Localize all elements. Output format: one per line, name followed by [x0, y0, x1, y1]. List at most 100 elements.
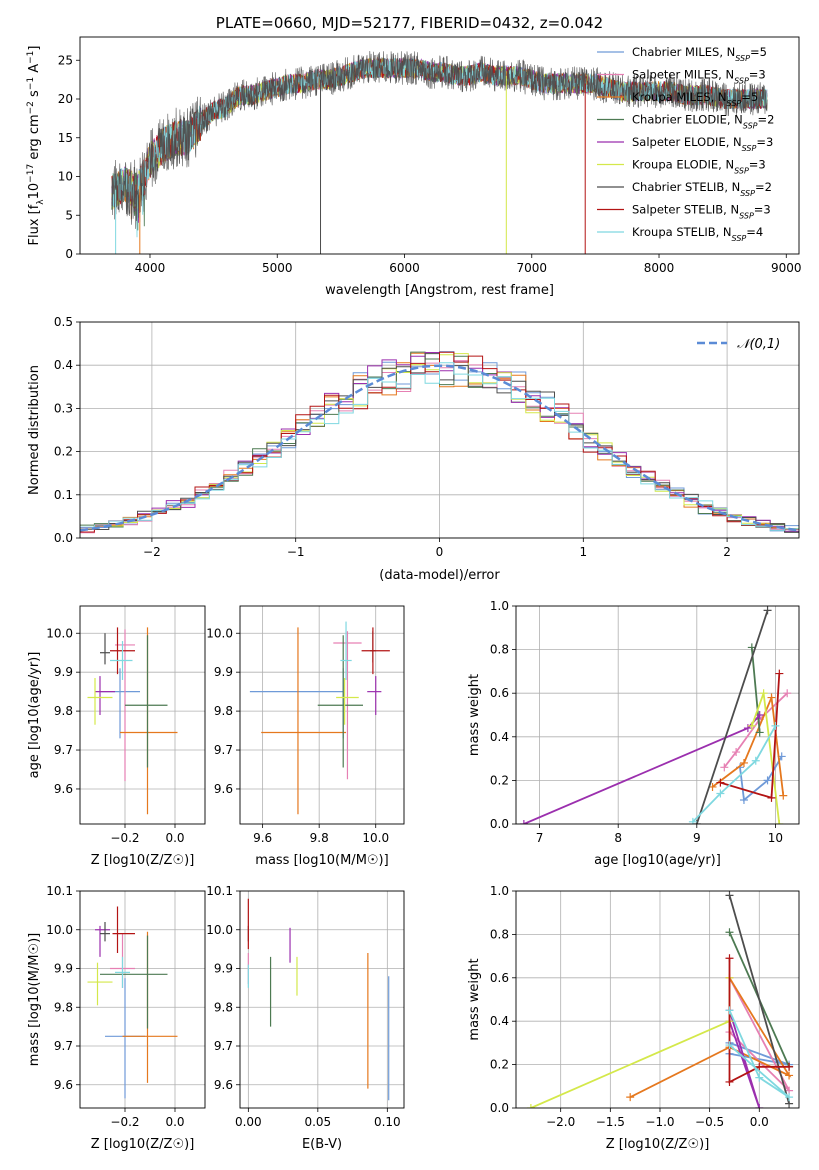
y-tick-label: 0.8: [490, 643, 509, 657]
data-point: [95, 676, 115, 715]
series-marker: [755, 1062, 764, 1071]
y-tick-label: 0.0: [54, 531, 73, 545]
series-marker: [725, 928, 734, 937]
data-point: [95, 925, 110, 957]
series-marker: [751, 756, 760, 765]
plot-area-spectrum: [111, 50, 768, 254]
series-marker: [739, 796, 748, 805]
x-tick-label: 10: [768, 831, 783, 845]
x-tick-label: −2: [143, 545, 161, 559]
y-tick-label: 9.9: [214, 962, 233, 976]
series-path: [728, 1010, 761, 1108]
chart-age_vs_Z: −0.2 0.0 9.6 9.7 9.8 9.9 10.0 Z [log10(Z/Z☉)] ag…: [27, 605, 206, 868]
series-marker: [519, 820, 528, 824]
series-marker: [767, 693, 776, 702]
series-marker: [759, 689, 768, 698]
plot-area-mass_vs_EBV: [240, 891, 404, 1108]
data-point: [115, 956, 130, 988]
x-tick-label: −1.5: [596, 1115, 625, 1129]
y-tick-label: 0.4: [490, 1014, 509, 1028]
series-path: [629, 977, 792, 1099]
x-axis-label: Z [log10(Z/Z☉)]: [91, 853, 195, 868]
gaussian-curve: [80, 364, 799, 532]
x-tick-label: −2.0: [546, 1115, 575, 1129]
y-axis-label: mass weight: [467, 958, 482, 1040]
data-point: [105, 978, 145, 1099]
x-tick-label: 6000: [389, 261, 420, 275]
x-tick-label: −1.0: [645, 1115, 674, 1129]
x-tick-label: 8000: [644, 261, 675, 275]
y-tick-label: 0.0: [490, 1101, 509, 1115]
data-point: [100, 935, 168, 1029]
chart-massweight_vs_Z: −2.0 −1.5 −1.0 −0.5 0.0 0.0 0.2 0.4 0.6 0.8 1.0 Z […: [467, 884, 800, 1152]
series-line: [725, 1006, 794, 1102]
legend-entry: Salpeter STELIB, NSSP=3: [632, 203, 771, 221]
x-axis-label: mass [log10(M/M☉)]: [255, 853, 388, 868]
legend-entry: Chabrier MILES, NSSP=5: [632, 45, 767, 63]
series-marker: [725, 1077, 734, 1086]
axes-frame: [79, 605, 206, 825]
series-line: [725, 954, 794, 1086]
y-tick-label: 0.1: [54, 488, 73, 502]
y-tick-label: 0.4: [490, 730, 509, 744]
series-line: [708, 693, 788, 800]
x-axis-label: wavelength [Angstrom, rest frame]: [325, 283, 554, 298]
series-line: [688, 721, 780, 824]
y-tick-label: 9.6: [214, 782, 233, 796]
x-axis-label: age [log10(age/yr)]: [594, 853, 721, 868]
y-tick-label: 1.0: [490, 884, 509, 898]
y-tick-label: 10: [58, 170, 73, 184]
series-marker: [779, 791, 788, 800]
series-line: [747, 689, 784, 824]
x-tick-label: 1: [579, 545, 587, 559]
series-marker: [725, 891, 734, 900]
y-tick-label: 0.6: [490, 686, 509, 700]
plot-area-residual_hist: [80, 322, 799, 538]
data-point: [336, 678, 359, 725]
data-point: [100, 668, 140, 739]
y-tick-label: 0.6: [490, 971, 509, 985]
series-marker: [725, 1006, 734, 1015]
series-path: [692, 725, 777, 823]
x-tick-label: 7000: [516, 261, 547, 275]
series-marker: [785, 1071, 794, 1080]
y-tick-label: 9.7: [214, 1039, 233, 1053]
series-line: [519, 711, 764, 824]
data-point: [261, 627, 347, 815]
series-marker: [755, 728, 764, 737]
series-marker: [785, 1062, 794, 1071]
data-point: [249, 668, 344, 739]
axes-frame: [239, 605, 405, 825]
x-tick-label: 7: [536, 831, 544, 845]
y-tick-label: 9.8: [214, 1000, 233, 1014]
x-tick-label: 4000: [135, 261, 166, 275]
series-marker: [720, 763, 729, 772]
y-tick-label: 0.4: [54, 358, 73, 372]
x-tick-label: 0.0: [750, 1115, 769, 1129]
data-point: [100, 633, 110, 665]
series-marker: [755, 1073, 764, 1082]
axes-frame: [515, 890, 800, 1109]
plot-area-age_vs_mass: [240, 606, 404, 824]
y-tick-label: 9.7: [54, 1039, 73, 1053]
axes-frame: [79, 36, 800, 255]
y-tick-label: 9.8: [54, 1000, 73, 1014]
y-tick-label: 20: [58, 92, 73, 106]
y-tick-label: 10.0: [46, 626, 73, 640]
x-tick-label: 0.00: [235, 1115, 262, 1129]
legend-entry: Chabrier STELIB, NSSP=2: [632, 180, 772, 198]
legend-entry: Salpeter MILES, NSSP=3: [632, 68, 766, 86]
series-path: [728, 895, 790, 1104]
y-tick-label: 5: [65, 208, 73, 222]
series-marker: [763, 606, 772, 615]
series-path: [711, 694, 785, 796]
series-marker: [755, 1104, 764, 1108]
x-tick-label: 9.6: [253, 831, 272, 845]
y-tick-label: 9.8: [54, 704, 73, 718]
x-axis-label: E(B-V): [302, 1137, 342, 1152]
series-path: [728, 958, 790, 1084]
y-tick-label: 9.9: [54, 962, 73, 976]
series-line: [716, 669, 784, 802]
series-marker: [755, 711, 764, 719]
y-tick-label: 9.8: [214, 704, 233, 718]
